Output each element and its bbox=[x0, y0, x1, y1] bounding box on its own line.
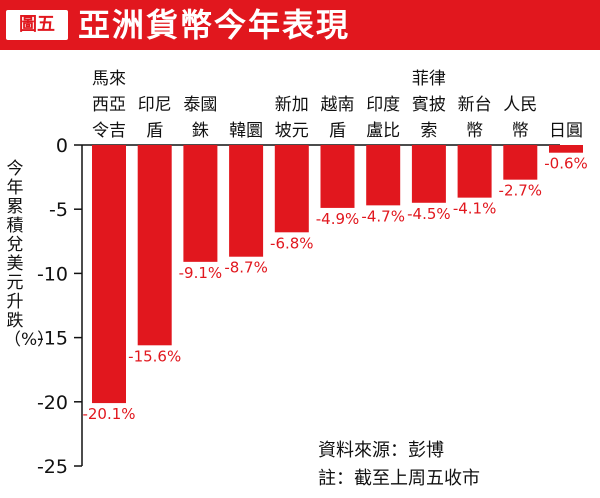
bar-value-label: -4.1% bbox=[453, 200, 497, 218]
bar-value-label: -4.5% bbox=[407, 205, 451, 223]
category-label: 幣 bbox=[512, 121, 529, 141]
category-label: 盧比 bbox=[366, 121, 400, 141]
bar bbox=[229, 145, 264, 257]
bar bbox=[457, 145, 492, 198]
category-label: 銖 bbox=[192, 121, 209, 141]
y-axis-label: 今年累積兌美元升跌（%） bbox=[4, 159, 55, 350]
bar bbox=[183, 145, 218, 262]
category-label: 索 bbox=[420, 121, 437, 141]
bar-value-label: -8.7% bbox=[224, 259, 268, 277]
category-label: 坡元 bbox=[275, 121, 309, 141]
category-label: 新台 bbox=[458, 95, 492, 115]
bar-value-label: -2.7% bbox=[499, 182, 543, 200]
source-note: 資料來源：彭博 bbox=[318, 440, 444, 461]
bar bbox=[320, 145, 355, 208]
bar bbox=[92, 145, 126, 404]
bar bbox=[274, 145, 309, 233]
bar bbox=[137, 145, 172, 346]
bar bbox=[411, 145, 446, 203]
category-label: 日圓 bbox=[549, 121, 583, 141]
bar bbox=[503, 145, 538, 180]
bar-value-label: -15.6% bbox=[128, 347, 181, 365]
category-label: 賓披 bbox=[412, 95, 446, 115]
bar-value-label: -4.9% bbox=[316, 210, 360, 228]
category-label: 盾 bbox=[146, 121, 163, 141]
figure-tag: 圖五 bbox=[6, 10, 68, 40]
category-label: 印度 bbox=[366, 95, 400, 115]
category-label: 人民 bbox=[503, 95, 537, 115]
category-label: 印尼 bbox=[138, 95, 172, 115]
category-label: 令吉 bbox=[92, 121, 126, 141]
y-tick-label: -20 bbox=[37, 392, 68, 414]
bar-value-label: -20.1% bbox=[82, 405, 135, 423]
category-label: 西亞 bbox=[92, 95, 126, 115]
category-label: 新加 bbox=[275, 95, 309, 115]
header-bar bbox=[0, 0, 600, 50]
y-tick-label: 0 bbox=[56, 135, 68, 157]
category-label: 韓圜 bbox=[229, 121, 263, 141]
y-tick-label: -10 bbox=[37, 263, 68, 285]
y-tick-label: -15 bbox=[37, 328, 68, 350]
y-tick-label: -25 bbox=[37, 456, 68, 478]
footnote: 註：截至上周五收市 bbox=[318, 468, 480, 489]
category-label: 盾 bbox=[329, 121, 346, 141]
category-label: 菲律 bbox=[412, 69, 446, 89]
chart-title: 亞洲貨幣今年表現 bbox=[78, 6, 351, 44]
bar bbox=[549, 145, 583, 153]
y-tick-label: -5 bbox=[49, 199, 68, 221]
bar bbox=[366, 145, 401, 206]
bar-value-label: -4.7% bbox=[361, 207, 405, 225]
category-label: 泰國 bbox=[183, 95, 217, 115]
bar-value-label: -0.6% bbox=[544, 155, 588, 173]
bar-value-label: -9.1% bbox=[179, 264, 223, 282]
category-label: 馬來 bbox=[92, 69, 126, 89]
category-label: 幣 bbox=[466, 121, 483, 141]
bar-value-label: -6.8% bbox=[270, 234, 314, 252]
category-label: 越南 bbox=[321, 95, 355, 115]
